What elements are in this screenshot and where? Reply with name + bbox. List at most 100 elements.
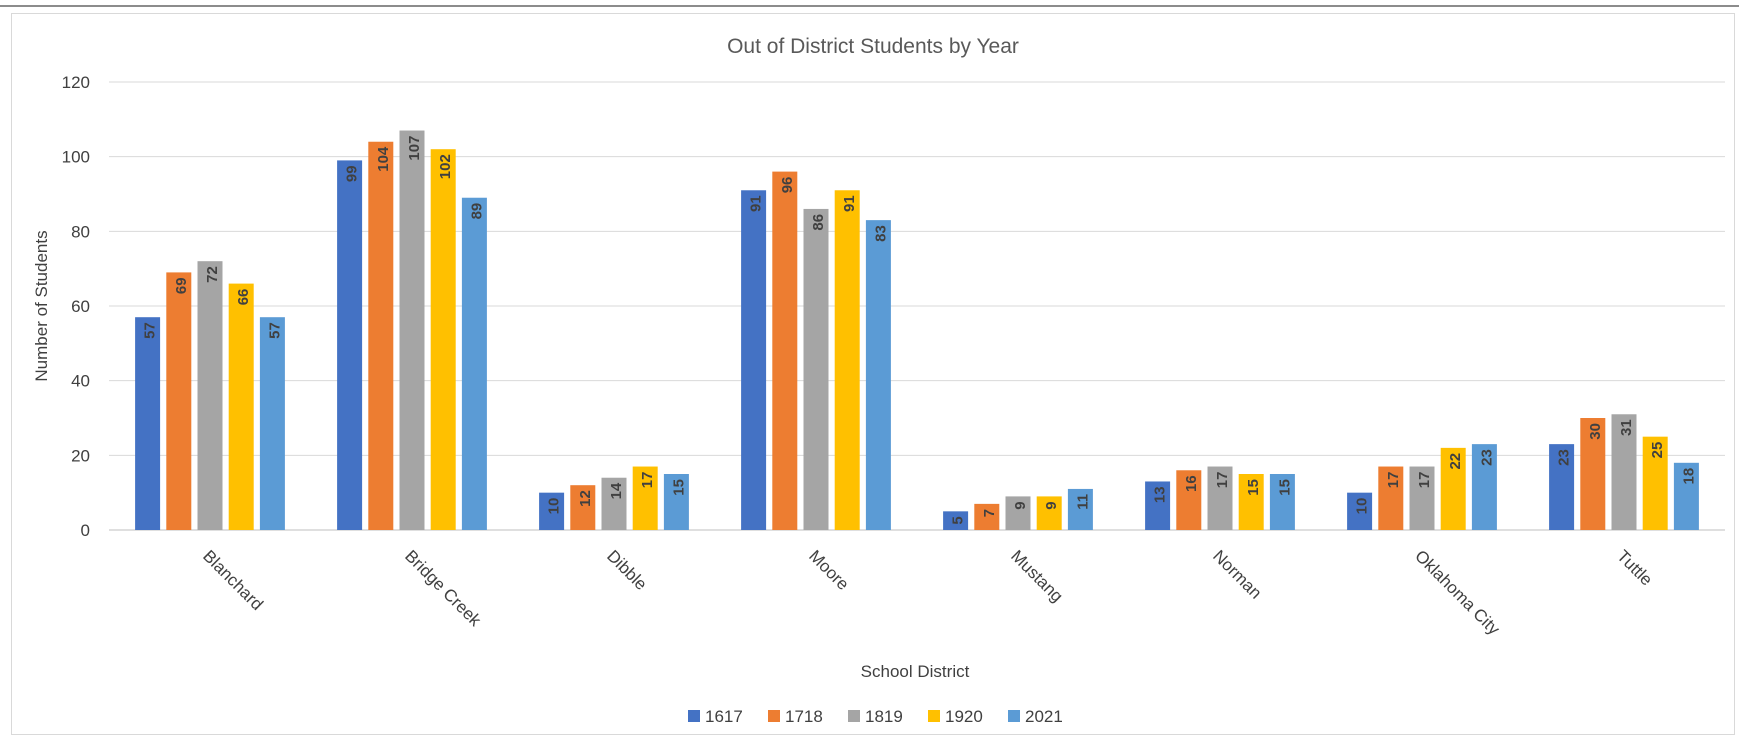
bar: [197, 261, 223, 530]
legend-label: 1920: [945, 707, 983, 726]
data-label: 30: [1587, 423, 1604, 440]
bar: [430, 149, 456, 530]
bar: [1269, 474, 1295, 530]
data-label: 107: [406, 136, 423, 161]
y-tick-label: 20: [71, 446, 90, 465]
bar: [803, 208, 829, 530]
data-label: 83: [872, 225, 889, 242]
bar: [601, 477, 627, 530]
bar: [1238, 474, 1264, 530]
bar: [1176, 470, 1202, 530]
category-label: Mustang: [1007, 546, 1067, 606]
bar: [166, 272, 192, 530]
data-label: 18: [1680, 468, 1697, 485]
data-label: 99: [344, 165, 361, 182]
bar: [1642, 436, 1668, 530]
bar: [772, 171, 798, 530]
chart-title: Out of District Students by Year: [727, 35, 1019, 58]
y-axis-title: Number of Students: [32, 230, 51, 381]
bar: [943, 511, 969, 530]
bar: [539, 492, 565, 530]
legend-label: 1718: [785, 707, 823, 726]
y-tick-label: 40: [71, 372, 90, 391]
data-label: 7: [981, 509, 998, 517]
data-label: 72: [204, 266, 221, 283]
legend: 1617 1718 1819 1920 2021: [688, 707, 1063, 726]
y-axis-ticks: 0 20 40 60 80 100 120: [62, 73, 90, 540]
data-label: 14: [608, 482, 625, 499]
bar: [1409, 466, 1435, 530]
data-label: 17: [1214, 472, 1231, 489]
data-label: 102: [437, 154, 454, 179]
data-label: 69: [173, 277, 190, 294]
bar: [1440, 447, 1466, 530]
x-axis-title: School District: [861, 662, 970, 681]
data-label: 91: [841, 195, 858, 212]
bar: [1067, 488, 1093, 530]
y-tick-label: 120: [62, 73, 90, 92]
data-label: 91: [748, 195, 765, 212]
data-label: 23: [1556, 449, 1573, 466]
data-label: 15: [1245, 479, 1262, 496]
data-label: 9: [1012, 501, 1029, 509]
data-label: 5: [950, 516, 967, 524]
legend-swatch: [848, 710, 860, 722]
category-label: Blanchard: [199, 546, 267, 614]
bar: [1471, 444, 1497, 530]
bar: [865, 220, 891, 530]
bars: [135, 130, 1699, 531]
bar: [741, 190, 767, 530]
data-label: 17: [1385, 472, 1402, 489]
data-label: 9: [1043, 501, 1060, 509]
data-label: 57: [266, 322, 283, 339]
legend-swatch: [928, 710, 940, 722]
data-label: 16: [1183, 475, 1200, 492]
legend-swatch: [768, 710, 780, 722]
legend-label: 1617: [705, 707, 743, 726]
data-label: 10: [1354, 498, 1371, 515]
data-label: 89: [468, 203, 485, 220]
x-axis-categories: Blanchard Bridge Creek Dibble Moore Mustang N…: [199, 546, 1656, 639]
category-label: Tuttle: [1613, 546, 1656, 589]
data-label: 22: [1447, 453, 1464, 470]
bar: [368, 141, 394, 530]
category-label: Oklahoma City: [1411, 546, 1504, 639]
bar: [974, 503, 1000, 530]
data-label: 25: [1649, 442, 1666, 459]
bar: [228, 283, 254, 530]
data-label: 31: [1618, 419, 1635, 436]
data-label: 17: [639, 472, 656, 489]
top-border-line: [0, 5, 1739, 7]
category-label: Moore: [805, 546, 853, 594]
data-label: 66: [235, 289, 252, 306]
legend-label: 1819: [865, 707, 903, 726]
data-label: 57: [142, 322, 159, 339]
bar: [834, 190, 860, 530]
bar: [135, 317, 161, 530]
y-tick-label: 80: [71, 222, 90, 241]
bar: [1005, 496, 1031, 530]
data-label: 13: [1152, 486, 1169, 503]
bar: [461, 197, 487, 530]
data-label: 15: [1276, 479, 1293, 496]
bar: [1673, 462, 1699, 530]
legend-swatch: [1008, 710, 1020, 722]
bar: [1378, 466, 1404, 530]
bar: [1145, 481, 1171, 530]
data-label: 104: [375, 146, 392, 172]
category-label: Bridge Creek: [401, 546, 485, 630]
bar: [1549, 444, 1575, 530]
data-label: 17: [1416, 472, 1433, 489]
data-label: 12: [577, 490, 594, 507]
category-label: Dibble: [603, 546, 651, 594]
data-label: 15: [670, 479, 687, 496]
legend-label: 2021: [1025, 707, 1063, 726]
y-tick-label: 60: [71, 297, 90, 316]
bar: [259, 317, 285, 530]
data-label: 23: [1478, 449, 1495, 466]
data-label: 86: [810, 214, 827, 231]
y-tick-label: 100: [62, 148, 90, 167]
data-label: 10: [546, 498, 563, 515]
